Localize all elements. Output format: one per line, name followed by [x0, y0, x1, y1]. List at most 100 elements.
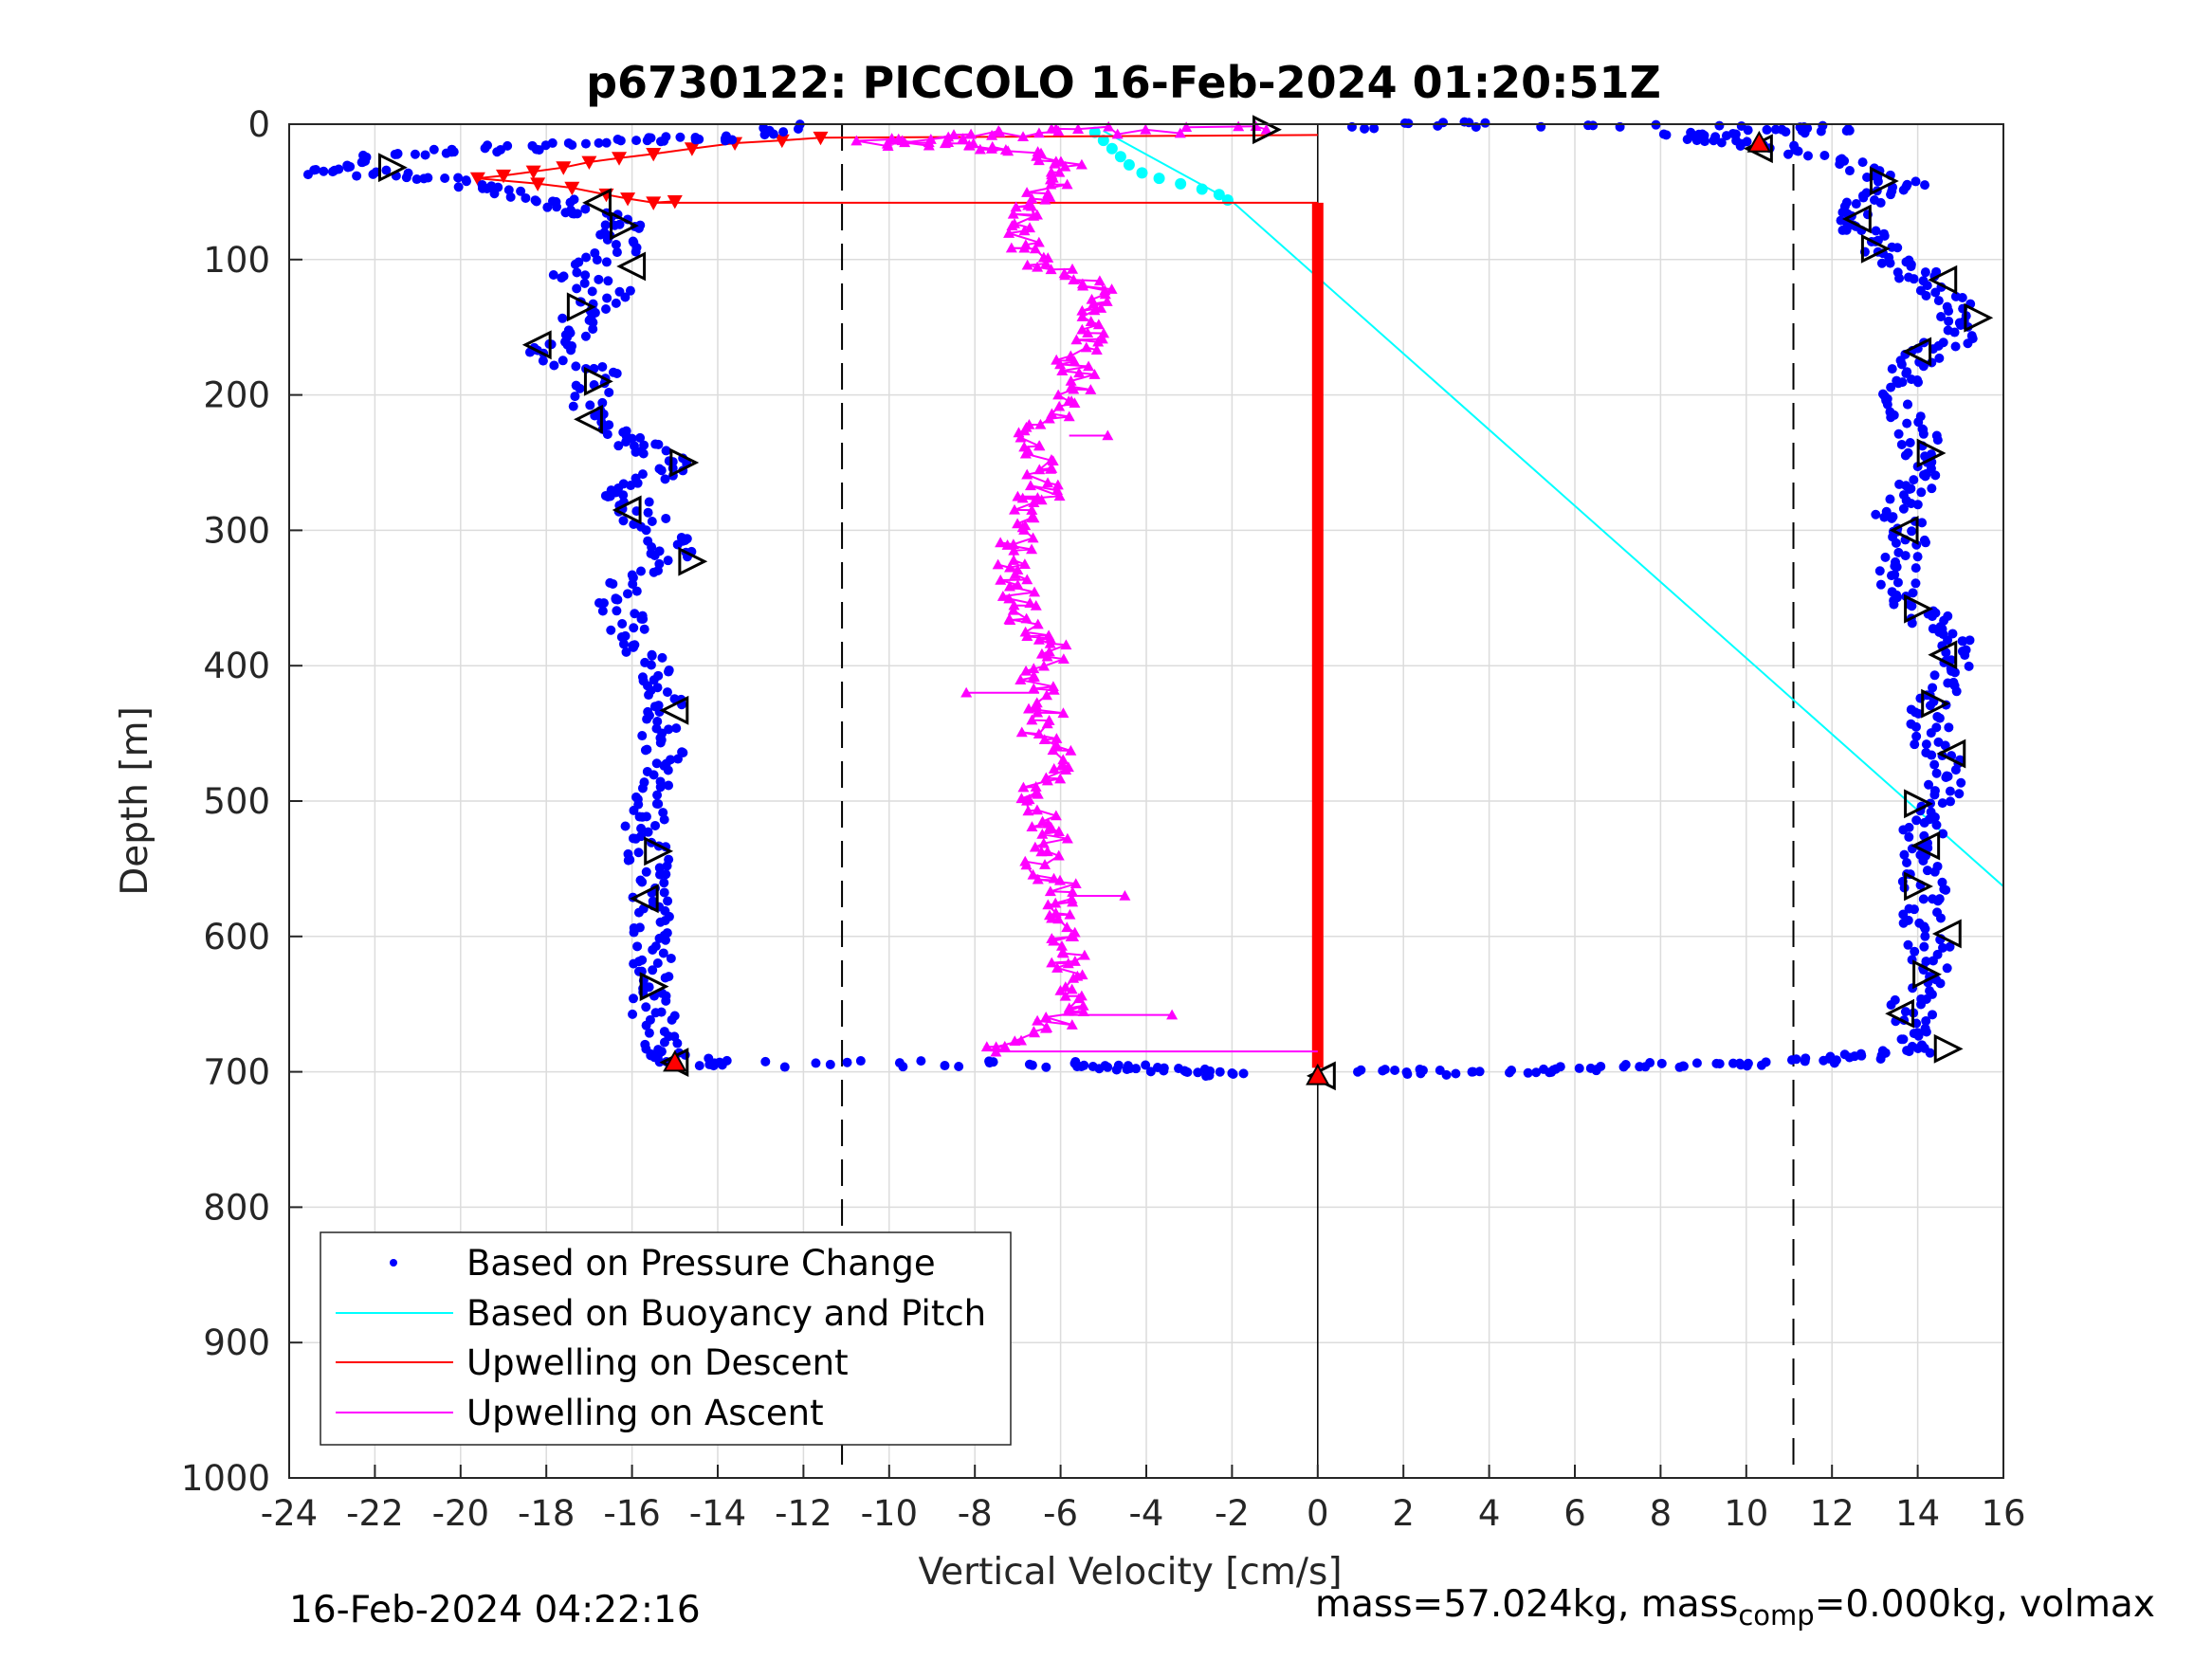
upwelling-ascent-marker: [1010, 201, 1022, 212]
pressure-change-point: [1141, 1060, 1151, 1070]
pressure-change-point: [649, 550, 660, 560]
x-tick-label: -14: [689, 1493, 746, 1534]
pressure-change-point: [429, 144, 439, 155]
buoyancy-pitch-point: [1123, 158, 1135, 171]
upwelling-ascent-marker: [1034, 147, 1047, 158]
upwelling-ascent-marker: [1026, 192, 1038, 204]
x-axis-label: Vertical Velocity [cm/s]: [918, 1551, 1342, 1594]
upwelling-descent-marker: [813, 131, 829, 146]
pressure-change-point: [629, 623, 639, 633]
upwelling-ascent-marker: [996, 591, 1009, 601]
pressure-change-point: [1802, 151, 1813, 161]
upwelling-ascent-marker: [1040, 772, 1052, 783]
pressure-change-point: [1801, 1053, 1811, 1064]
open-triangle-marker: [1889, 515, 1919, 545]
pressure-change-point: [639, 624, 649, 634]
pressure-change-point: [1932, 861, 1943, 871]
pressure-change-point: [650, 820, 661, 830]
upwelling-ascent-marker: [1039, 193, 1051, 205]
pressure-change-point: [667, 1014, 677, 1025]
pressure-change-point: [1756, 1060, 1766, 1070]
pressure-change-point: [1892, 577, 1903, 588]
pressure-change-point: [503, 185, 514, 195]
pressure-change-point: [1180, 1066, 1191, 1077]
pressure-change-point: [1574, 1063, 1584, 1073]
y-tick-label: 1000: [181, 1458, 270, 1499]
pressure-change-point: [1950, 291, 1961, 301]
upwelling-ascent-marker: [1069, 956, 1081, 966]
pressure-change-point: [648, 944, 658, 955]
upwelling-descent-marker: [525, 165, 541, 179]
pressure-change-point: [1909, 1029, 1919, 1039]
upwelling-ascent-marker: [1077, 1006, 1089, 1017]
upwelling-ascent-marker: [1009, 1035, 1021, 1047]
upwelling-ascent-marker: [1019, 626, 1032, 637]
pressure-change-point: [1927, 483, 1937, 494]
pressure-change-point: [1938, 829, 1948, 839]
pressure-change-point: [669, 694, 680, 704]
upwelling-ascent-marker: [1020, 612, 1033, 624]
pressure-change-point: [1871, 509, 1881, 520]
upwelling-ascent-marker: [1032, 261, 1044, 272]
pressure-change-point: [635, 432, 646, 443]
pressure-change-point: [1929, 759, 1940, 770]
upwelling-ascent-marker: [1029, 586, 1041, 597]
buoyancy-pitch-point: [1114, 151, 1126, 163]
pressure-change-point: [1933, 737, 1944, 747]
upwelling-ascent-marker: [1021, 259, 1033, 270]
pressure-change-point: [1661, 130, 1672, 140]
open-triangle-marker: [1921, 688, 1951, 719]
pressure-change-point: [644, 497, 654, 507]
pressure-change-point: [1716, 137, 1727, 148]
pressure-change-point: [760, 1056, 771, 1066]
upwelling-ascent-marker: [1059, 981, 1071, 992]
pressure-change-point: [1906, 719, 1916, 729]
pressure-change-point: [1931, 722, 1942, 733]
pressure-change-point: [855, 1056, 866, 1066]
pressure-change-point: [1910, 563, 1921, 574]
pressure-change-point: [319, 166, 329, 176]
upwelling-ascent-marker: [1050, 907, 1062, 918]
pressure-change-point: [618, 490, 629, 501]
pressure-change-point: [1915, 411, 1926, 422]
pressure-change-point: [1894, 479, 1905, 489]
pressure-change-point: [1356, 1065, 1366, 1075]
pressure-change-point: [1201, 1071, 1212, 1082]
pressure-change-point: [1945, 941, 1955, 952]
pressure-change-point: [600, 220, 611, 230]
pressure-change-point: [655, 738, 666, 748]
pressure-change-point: [302, 170, 313, 180]
open-triangle-marker: [1964, 302, 1994, 333]
pressure-change-point: [1905, 438, 1915, 448]
open-triangle-marker: [669, 447, 700, 478]
pressure-change-point: [657, 652, 667, 663]
upwelling-ascent-marker: [1090, 344, 1103, 355]
upwelling-ascent-marker: [1023, 418, 1035, 429]
pressure-change-point: [1885, 494, 1895, 504]
upwelling-ascent-marker: [1051, 739, 1063, 751]
upwelling-ascent-marker: [1174, 127, 1186, 138]
pressure-change-point: [1902, 857, 1912, 867]
pressure-change-point: [652, 716, 663, 726]
open-triangle-marker: [1904, 871, 1933, 902]
pressure-change-point: [1688, 131, 1698, 141]
pressure-change-point: [604, 387, 614, 397]
pressure-change-point: [640, 745, 650, 756]
pressure-change-point: [1891, 556, 1901, 567]
upwelling-ascent-marker: [1051, 733, 1063, 743]
pressure-change-point: [641, 866, 651, 877]
x-tick-label: 12: [1810, 1493, 1855, 1534]
pressure-change-point: [423, 173, 433, 183]
pressure-change-point: [671, 723, 682, 734]
upwelling-ascent-marker: [1052, 389, 1065, 400]
pressure-change-point: [1844, 166, 1855, 176]
pressure-change-point: [664, 972, 674, 982]
buoyancy-pitch-point: [1088, 126, 1101, 138]
pressure-change-point: [1904, 831, 1914, 842]
upwelling-ascent-marker: [995, 574, 1007, 585]
x-tick-label: 8: [1650, 1493, 1673, 1534]
open-triangle-marker: [1933, 1033, 1964, 1064]
pressure-change-point: [601, 257, 612, 267]
upwelling-ascent-marker: [960, 686, 973, 698]
pressure-change-point: [655, 137, 666, 147]
